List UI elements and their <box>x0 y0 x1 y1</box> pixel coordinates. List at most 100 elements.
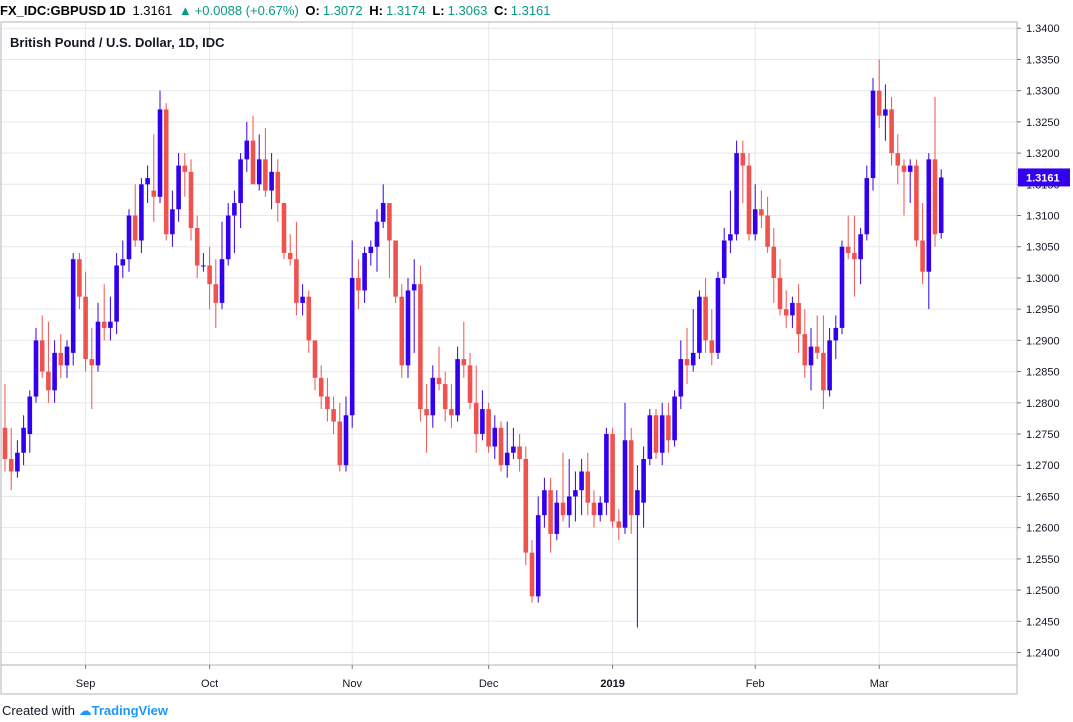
chart-title: British Pound / U.S. Dollar, 1D, IDC <box>10 35 225 50</box>
candle-body <box>610 434 615 522</box>
x-tick-label: Oct <box>201 678 218 690</box>
candle-body <box>591 502 597 516</box>
candle <box>883 84 888 141</box>
footer: Created with ☁TradingView <box>0 700 168 722</box>
candle-body <box>95 321 101 366</box>
plot-frame <box>0 21 1018 695</box>
candle <box>163 103 169 241</box>
candle-body <box>256 159 262 185</box>
y-tick-label: 1.2750 <box>1026 429 1060 441</box>
candle-body <box>306 296 312 341</box>
candle <box>672 390 677 447</box>
candle <box>281 203 287 260</box>
candle-body <box>709 340 715 353</box>
candle <box>176 153 181 222</box>
candle-body <box>120 259 126 266</box>
candle-body <box>573 490 578 497</box>
candle <box>201 252 206 272</box>
y-tick-label: 1.2950 <box>1026 304 1060 316</box>
candle <box>579 458 584 516</box>
candle-body <box>852 252 857 260</box>
candle-body <box>64 346 70 366</box>
candle-body <box>802 334 808 366</box>
candle <box>424 384 429 453</box>
candle <box>821 315 826 410</box>
candle <box>814 315 820 360</box>
candle-body <box>139 184 144 241</box>
candle <box>684 327 690 385</box>
candle-body <box>790 302 795 316</box>
candle <box>418 265 423 422</box>
candle-body <box>461 359 467 366</box>
candle <box>641 446 646 528</box>
candle-body <box>188 171 194 229</box>
candle <box>145 165 150 204</box>
candle-body <box>58 352 64 366</box>
y-tick-label: 1.2650 <box>1026 491 1060 503</box>
candle <box>901 159 907 216</box>
close-label: C: <box>494 3 508 18</box>
grid <box>1 22 1017 665</box>
candle-body <box>101 321 107 328</box>
candle-body <box>176 165 181 210</box>
candle-body <box>628 440 634 516</box>
candle <box>511 427 516 459</box>
timeframe-label[interactable]: 1D <box>109 3 126 18</box>
candle-body <box>821 352 826 391</box>
candle-body <box>312 340 318 378</box>
candle-body <box>523 458 529 553</box>
candle <box>653 409 659 459</box>
change-value: +0.0088 (+0.67%) <box>194 3 299 18</box>
candle-body <box>8 458 14 472</box>
x-tick-label: Mar <box>870 678 889 690</box>
candle <box>870 78 876 191</box>
candle <box>250 115 256 185</box>
candle <box>294 221 299 316</box>
high-value: 1.3174 <box>385 3 426 18</box>
candle-body <box>914 165 919 241</box>
candle-body <box>554 502 560 534</box>
candle-body <box>895 153 901 166</box>
y-tick-label: 1.3350 <box>1026 54 1060 66</box>
symbol-label[interactable]: FX_IDC:GBPUSD <box>0 3 107 18</box>
candle-body <box>182 165 188 172</box>
y-tick-label: 1.2850 <box>1026 367 1060 379</box>
candle-body <box>635 490 640 516</box>
candle <box>318 365 324 410</box>
candle-body <box>926 159 932 272</box>
candles <box>2 59 944 628</box>
candle <box>808 327 814 391</box>
candle <box>15 440 20 478</box>
y-tick-label: 1.2900 <box>1026 335 1060 347</box>
candle <box>697 290 702 360</box>
tradingview-brand[interactable]: TradingView <box>91 703 168 718</box>
candle <box>703 277 708 353</box>
candle <box>523 446 529 566</box>
y-tick-label: 1.3200 <box>1026 148 1060 160</box>
candle-body <box>833 327 839 341</box>
candle <box>790 296 795 328</box>
candle <box>256 134 262 191</box>
candle-body <box>424 409 429 416</box>
candle-body <box>232 203 237 216</box>
tradingview-logo-icon: ☁ <box>78 703 92 718</box>
candle <box>263 128 268 197</box>
candle-body <box>132 215 138 241</box>
candle-body <box>362 252 367 291</box>
candle-body <box>504 452 510 466</box>
y-tick-label: 1.2600 <box>1026 523 1060 535</box>
time-axis[interactable]: Sep Oct Nov Dec 2019 Feb Mar <box>76 665 889 690</box>
candle <box>8 427 14 491</box>
candle-body <box>318 377 324 397</box>
candle-body <box>672 396 677 441</box>
candle-body <box>604 434 609 503</box>
candle-body <box>721 240 727 278</box>
price-axis[interactable]: 1.2400 1.2450 1.2500 1.2550 1.2600 1.2650 1.27… <box>1017 23 1060 660</box>
y-tick-label: 1.3000 <box>1026 273 1060 285</box>
candle-body <box>287 252 293 260</box>
candle <box>895 134 901 185</box>
candle <box>647 409 653 466</box>
candle-body <box>194 228 200 266</box>
x-tick-label: Feb <box>746 678 765 690</box>
